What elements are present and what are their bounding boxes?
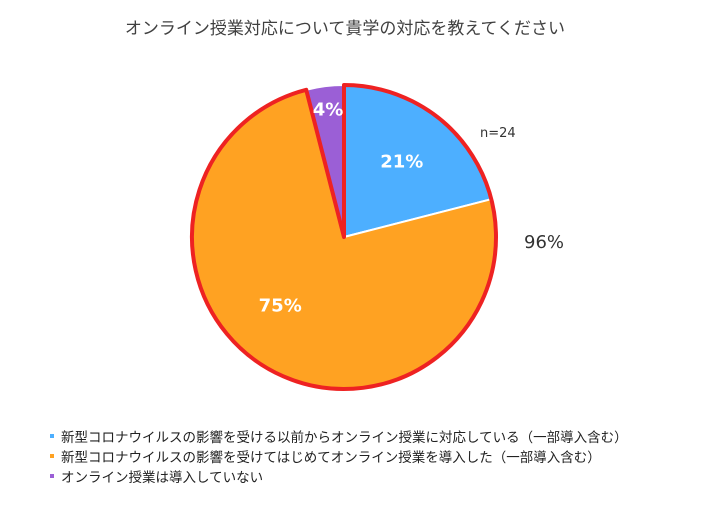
chart-title: オンライン授業対応について貴学の対応を教えてください (124, 19, 566, 39)
legend-item-3: オンライン授業は導入していない (50, 466, 628, 486)
legend-swatch (50, 474, 54, 478)
highlight-percent-label: 96% (524, 232, 564, 253)
legend-label: 新型コロナウイルスの影響を受ける以前からオンライン授業に対応している（一部導入含… (61, 430, 628, 446)
slice-value-label-3: 4% (313, 99, 344, 120)
legend: 新型コロナウイルスの影響を受ける以前からオンライン授業に対応している（一部導入含… (50, 426, 628, 486)
legend-swatch (50, 454, 54, 458)
legend-swatch (50, 434, 54, 438)
legend-label: 新型コロナウイルスの影響を受けてはじめてオンライン授業を導入した（一部導入含む） (61, 450, 601, 466)
legend-label: オンライン授業は導入していない (61, 470, 264, 486)
slice-value-label-2: 75% (259, 295, 302, 316)
slice-labels: 21% 75% 4% (259, 99, 424, 316)
highlight-outline (190, 83, 498, 391)
legend-item-1: 新型コロナウイルスの影響を受ける以前からオンライン授業に対応している（一部導入含… (50, 426, 628, 446)
slice-value-label-1: 21% (380, 152, 423, 173)
sample-size-note: n=24 (480, 126, 516, 141)
legend-item-2: 新型コロナウイルスの影響を受けてはじめてオンライン授業を導入した（一部導入含む） (50, 446, 628, 466)
